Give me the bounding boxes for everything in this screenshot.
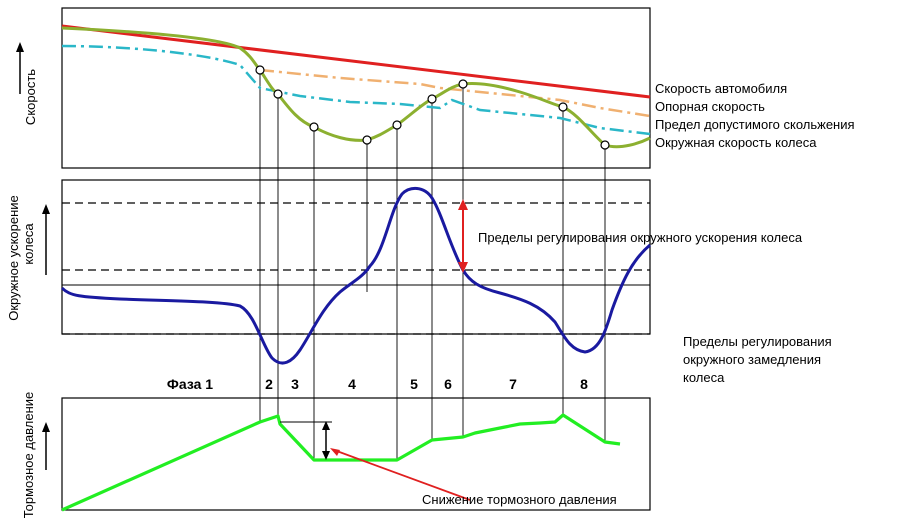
brake-pressure-curve (61, 413, 621, 512)
vehicle-speed-line (61, 24, 651, 99)
phase-label: 7 (509, 376, 517, 392)
pressure-axis-arrowhead (42, 422, 50, 432)
accel-limit-arrow (458, 199, 468, 273)
accel-axis-arrowhead (42, 204, 50, 214)
accel-axis-title-line1: Окружное ускорение (6, 195, 21, 321)
legend-wheel-speed: Окружная скорость колеса (655, 135, 817, 150)
phase-labels: Фаза 1 2 3 4 5 6 7 8 (167, 376, 588, 392)
decel-limits-label-line2: окружного замедления (683, 352, 821, 367)
phase-label: Фаза 1 (167, 376, 213, 392)
pressure-drop-label: Снижение тормозного давления (422, 492, 617, 507)
pressure-axis-title: Тормозное давление (21, 392, 36, 519)
pressure-drop-pointer (333, 449, 471, 501)
wheel-speed-point (255, 65, 265, 75)
slip-limit-line (259, 68, 651, 118)
phase-label: 4 (348, 376, 356, 392)
pressure-drop-pointer-head (330, 448, 340, 456)
pressure-axis: Тормозное давление (21, 392, 50, 519)
legend-slip-limit: Предел допустимого скольжения (655, 117, 855, 132)
speed-panel (61, 7, 651, 169)
wheel-speed-point (458, 79, 468, 89)
pressure-drop-arrow (280, 421, 332, 460)
accel-axis: Окружное ускорение колеса (6, 195, 50, 321)
speed-axis-arrowhead (16, 42, 24, 52)
speed-axis: Скорость (16, 42, 38, 125)
wheel-speed-point (427, 94, 437, 104)
pressure-panel (61, 397, 651, 511)
phase-label: 3 (291, 376, 299, 392)
accel-axis-title-line2: колеса (21, 223, 36, 265)
wheel-speed-markers (255, 65, 610, 150)
wheel-speed-point (392, 120, 402, 130)
wheel-speed-point (362, 135, 372, 145)
wheel-speed-point (558, 102, 568, 112)
decel-limits-label-line3: колеса (683, 370, 725, 385)
decel-limits-label-line1: Пределы регулирования (683, 334, 832, 349)
speed-axis-title: Скорость (23, 69, 38, 125)
phase-label: 5 (410, 376, 418, 392)
phase-label: 8 (580, 376, 588, 392)
accel-limits-label: Пределы регулирования окружного ускорени… (478, 230, 803, 245)
legend-vehicle-speed: Скорость автомобиля (655, 81, 787, 96)
reference-speed-line (61, 44, 651, 136)
wheel-acceleration-curve (60, 187, 651, 365)
phase-label: 6 (444, 376, 452, 392)
wheel-speed-point (309, 122, 319, 132)
legend-reference-speed: Опорная скорость (655, 99, 765, 114)
phase-label: 2 (265, 376, 273, 392)
wheel-speed-point (273, 89, 283, 99)
wheel-speed-point (600, 140, 610, 150)
